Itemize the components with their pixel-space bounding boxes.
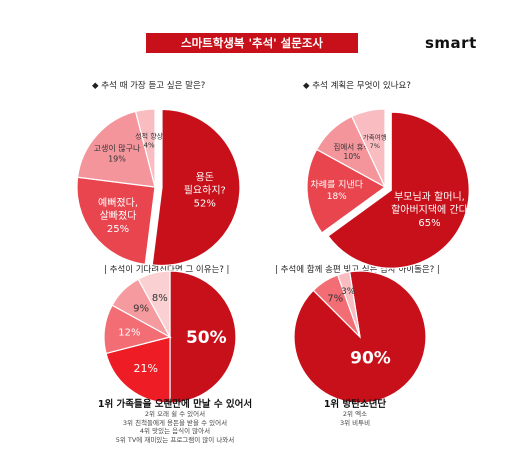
slice-value-label: 19% xyxy=(108,154,126,163)
pie-slice xyxy=(169,270,237,404)
slice-value-label: 7% xyxy=(370,142,380,150)
slice-category-label: 할아버지댁에 간다 xyxy=(391,204,468,216)
pie-slice xyxy=(105,336,171,404)
slice-category-label: 용돈 xyxy=(196,172,214,184)
slice-category-label: 예뻐졌다, xyxy=(98,196,138,209)
reasons-ranking: 1위 가족들을 오랜만에 만날 수 있어서 2위 오래 쉴 수 있어서 3위 친… xyxy=(75,396,275,444)
slice-category-label: 집에서 휴식 xyxy=(333,141,370,151)
slice-value-label: 10% xyxy=(344,152,361,161)
pie-slice xyxy=(336,271,361,338)
slice-value-label: 18% xyxy=(327,192,347,202)
slice-category-label: 고생이 많구나 xyxy=(94,143,141,153)
slice-value-label: 9% xyxy=(133,304,149,315)
reasons-rank-4: 4위 맛있는 음식이 많아서 xyxy=(139,427,211,435)
idols-rank-1: 1위 방탄소년단 xyxy=(323,399,387,410)
slice-value-label: 65% xyxy=(418,218,440,229)
slice-value-label: 21% xyxy=(134,362,158,375)
survey-title-banner: 스마트학생복 '추석' 설문조사 xyxy=(146,33,358,53)
slice-value-label: 3% xyxy=(341,287,356,297)
question-2-title: ◆ 추석 계획은 무엇이 있나요? xyxy=(303,81,411,91)
question-3-title: | 추석이 기다려진다면 그 이유는? | xyxy=(104,265,230,275)
reasons-rank-3: 3위 친척들에게 용돈을 받을 수 있어서 xyxy=(122,418,228,427)
pie-slice xyxy=(151,108,241,266)
slice-value-label: 50% xyxy=(186,328,227,348)
reasons-rank-2: 2위 오래 쉴 수 있어서 xyxy=(144,410,206,418)
pie-slice xyxy=(76,110,156,188)
idols-rank-2: 2위 엑소 xyxy=(342,410,368,418)
slice-category-label: 필요하지? xyxy=(184,184,226,197)
slice-category-label: 성적 향상 xyxy=(135,131,164,140)
idols-rank-3: 3위 비투비 xyxy=(339,418,371,427)
reasons-rank-5: 5위 TV에 재미있는 프로그램이 많이 나와서 xyxy=(115,435,235,444)
slice-value-label: 8% xyxy=(152,293,168,304)
slice-category-label: 부모님과 할머니, xyxy=(394,191,465,203)
pie-slice xyxy=(137,270,171,338)
slice-category-label: 가족여행 xyxy=(363,132,387,141)
slice-value-label: 12% xyxy=(118,327,140,338)
smart-logo: smart xyxy=(425,34,477,52)
slice-category-label: 살빠졌다 xyxy=(100,209,137,222)
slice-category-label: 차례를 지낸다 xyxy=(310,178,363,190)
slice-value-label: 90% xyxy=(350,349,391,369)
pie-slice xyxy=(350,108,386,188)
pie-slice xyxy=(134,108,156,188)
pie-chart-reasons: 50% 21% 12% 9%8% xyxy=(103,270,237,404)
pie-slice xyxy=(327,111,470,269)
question-4-title: | 추석에 함께 송편 빚고 싶은 남자 아이돌은? | xyxy=(275,265,440,275)
pie-chart-chuseok-plans: 부모님과 할머니,할아버지댁에 간다 65% 차례를 지낸다 18% 집에서 휴식10%… xyxy=(306,108,470,269)
slice-value-label: 52% xyxy=(194,199,216,210)
idols-ranking: 1위 방탄소년단 2위 엑소 3위 비투비 xyxy=(265,396,445,427)
slice-value-label: 4% xyxy=(144,142,155,150)
pie-slice xyxy=(76,176,156,266)
pie-slice xyxy=(306,148,387,234)
pie-chart-idols: 90% 7%3% xyxy=(293,270,427,404)
question-1-title: ◆ 추석 때 가장 듣고 싶은 말은? xyxy=(92,81,206,91)
slice-value-label: 25% xyxy=(107,224,129,235)
reasons-rank-1: 1위 가족들을 오랜만에 만날 수 있어서 xyxy=(97,399,253,410)
slice-value-label: 7% xyxy=(327,293,343,304)
